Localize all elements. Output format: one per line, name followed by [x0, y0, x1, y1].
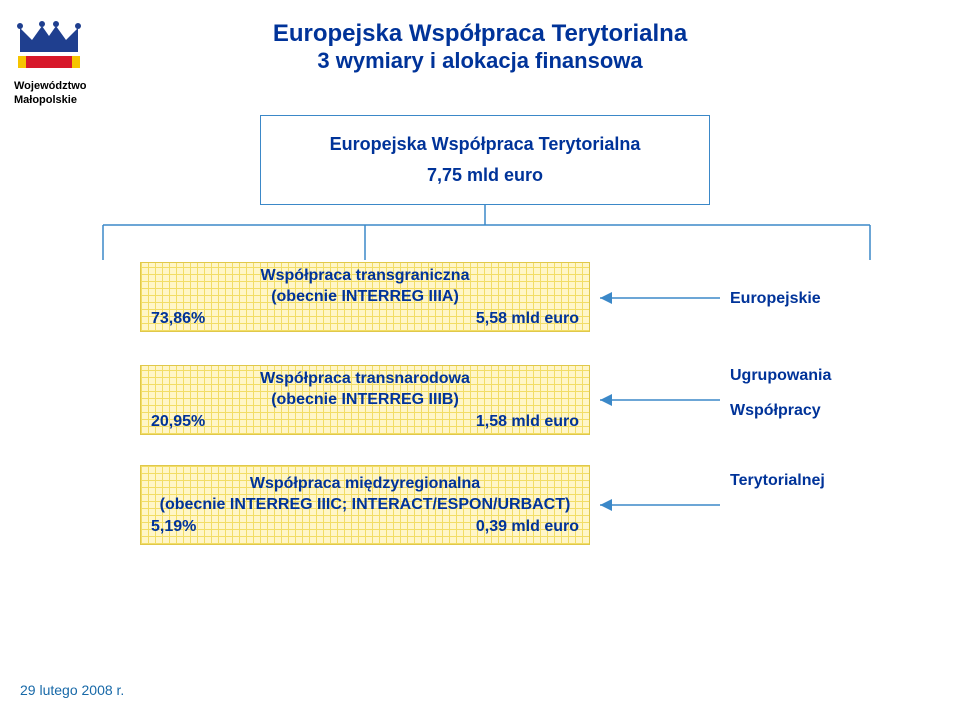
- top-bracket-connector: [0, 0, 960, 716]
- title-line-1: Europejska Współpraca Terytorialna: [273, 20, 687, 48]
- box-miedzyregionalna: Współpraca międzyregionalna (obecnie INT…: [140, 465, 590, 545]
- logo-block: Województwo Małopolskie: [14, 18, 134, 106]
- box-a-line1: Współpraca transgraniczna: [151, 265, 579, 287]
- box-b-percent: 20,95%: [151, 411, 205, 433]
- box-c-amount: 0,39 mld euro: [476, 516, 579, 538]
- top-summary-box: Europejska Współpraca Terytorialna 7,75 …: [260, 115, 710, 205]
- box-a-percent: 73,86%: [151, 308, 205, 330]
- box-c-line2: (obecnie INTERREG IIIC; INTERACT/ESPON/U…: [151, 494, 579, 516]
- box-b-line2: (obecnie INTERREG IIIB): [151, 389, 579, 411]
- crown-logo-icon: [14, 18, 84, 78]
- box-c-percent: 5,19%: [151, 516, 196, 538]
- side-label-1: Europejskie: [730, 290, 821, 308]
- box-a-line2: (obecnie INTERREG IIIA): [151, 286, 579, 308]
- page-title: Europejska Współpraca Terytorialna 3 wym…: [273, 20, 687, 74]
- footer-date: 29 lutego 2008 r.: [20, 682, 124, 698]
- top-box-line1: Europejska Współpraca Terytorialna: [330, 134, 641, 155]
- logo-subtitle-1: Województwo: [14, 80, 134, 92]
- box-b-line1: Współpraca transnarodowa: [151, 368, 579, 390]
- title-line-2: 3 wymiary i alokacja finansowa: [273, 48, 687, 74]
- top-box-line2: 7,75 mld euro: [427, 165, 543, 186]
- side-label-2: Ugrupowania: [730, 367, 831, 385]
- side-label-4: Terytorialnej: [730, 472, 825, 490]
- box-transnarodowa: Współpraca transnarodowa (obecnie INTERR…: [140, 365, 590, 435]
- side-label-3: Współpracy: [730, 402, 821, 420]
- box-a-amount: 5,58 mld euro: [476, 308, 579, 330]
- logo-subtitle-2: Małopolskie: [14, 94, 134, 106]
- box-c-line1: Współpraca międzyregionalna: [151, 473, 579, 495]
- box-b-amount: 1,58 mld euro: [476, 411, 579, 433]
- box-transgraniczna: Współpraca transgraniczna (obecnie INTER…: [140, 262, 590, 332]
